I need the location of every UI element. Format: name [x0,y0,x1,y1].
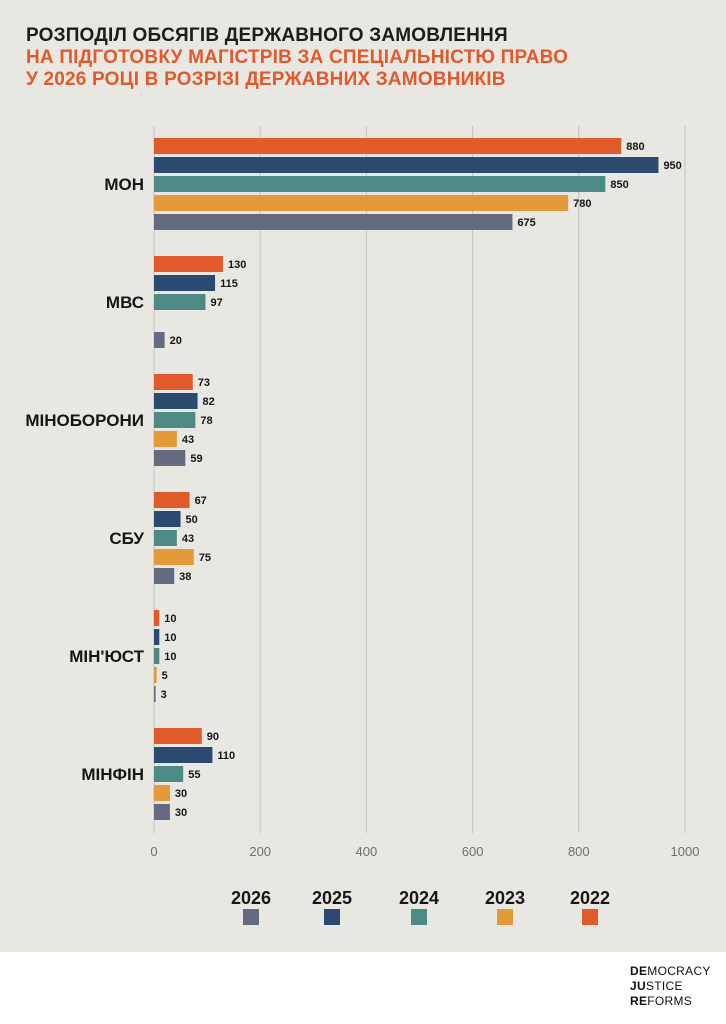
bar [154,393,198,409]
bar-chart: 0 200 400 600 800 1000МОН880950850780675МВС13… [25,126,700,925]
bar [154,176,606,192]
bar-value-label: 90 [207,731,219,743]
bar-value-label: 880 [626,141,644,153]
x-tick-label: 0 [150,844,157,859]
bar-value-label: 850 [610,179,628,191]
bar-value-label: 75 [199,552,211,564]
bar [154,374,193,390]
bar [154,511,181,527]
bar [154,195,569,211]
bar-value-label: 55 [188,769,200,781]
bar [154,610,160,626]
bar-value-label: 130 [228,259,246,271]
bar-value-label: 780 [573,198,591,210]
logo-line-2-bold: JU [630,979,646,993]
bar [154,766,184,782]
chart-title-line-3: У 2026 РОЦІ В РОЗРІЗІ ДЕРЖАВНИХ ЗАМОВНИК… [26,69,506,90]
legend-label: 2024 [399,888,439,908]
category-label: МОН [104,175,144,194]
logo-line-3-rest: FORMS [647,994,693,1008]
bar [154,549,194,565]
x-tick-label: 600 [462,844,484,859]
legend-label: 2026 [231,888,271,908]
x-tick-label: 800 [568,844,590,859]
bar [154,530,177,546]
bar [154,431,177,447]
bar-value-label: 10 [164,651,176,663]
bar-value-label: 5 [162,670,168,682]
x-tick-label: 1000 [671,844,700,859]
bar [154,728,202,744]
bar [154,747,213,763]
legend-swatch [582,909,598,925]
legend-swatch [411,909,427,925]
bar-value-label: 110 [217,750,235,762]
logo-line-3-bold: RE [630,994,648,1008]
x-tick-label: 400 [356,844,378,859]
bar-value-label: 50 [186,514,198,526]
bar [154,492,190,508]
chart-title-line-1: РОЗПОДІЛ ОБСЯГІВ ДЕРЖАВНОГО ЗАМОВЛЕННЯ [26,25,508,46]
bar [154,412,196,428]
democracy-justice-reforms-logo: DEMOCRACY JUSTICE REFORMS [630,964,711,1009]
bar-value-label: 43 [182,434,194,446]
bar [154,648,160,664]
category-label: МІН'ЮСТ [69,647,144,666]
bar [154,629,160,645]
bar [154,214,513,230]
bar [154,667,157,683]
bar [154,256,224,272]
bar-value-label: 20 [170,335,182,347]
bar [154,332,165,348]
bar-value-label: 3 [161,689,167,701]
bar-value-label: 115 [220,278,238,290]
legend-label: 2022 [570,888,610,908]
bar-value-label: 43 [182,533,194,545]
chart-title-line-2: НА ПІДГОТОВКУ МАГІСТРІВ ЗА СПЕЦІАЛЬНІСТЮ… [26,47,569,68]
legend-label: 2023 [485,888,525,908]
legend-swatch [497,909,513,925]
bar [154,450,186,466]
bar [154,686,156,702]
bar-value-label: 97 [211,297,223,309]
bar-value-label: 30 [175,788,187,800]
logo-line-1-bold: DE [630,964,648,978]
footer [0,952,726,1024]
logo-line-2-rest: STICE [645,979,683,993]
bar-value-label: 10 [164,632,176,644]
bar [154,294,206,310]
bar [154,804,170,820]
category-label: СБУ [109,529,144,548]
bar-value-label: 59 [190,453,202,465]
logo-line-1-rest: MOCRACY [647,964,711,978]
legend-label: 2025 [312,888,352,908]
bar-value-label: 78 [200,415,212,427]
bar-value-label: 950 [663,160,681,172]
bar-value-label: 38 [179,571,191,583]
category-label: МВС [106,293,144,312]
bar [154,275,216,291]
bar-value-label: 67 [195,495,207,507]
bar-value-label: 10 [164,613,176,625]
bar [154,157,659,173]
bar-value-label: 82 [203,396,215,408]
bar-value-label: 73 [198,377,210,389]
bar [154,568,175,584]
bar-value-label: 30 [175,807,187,819]
category-label: МІНОБОРОНИ [25,411,144,430]
bar [154,785,170,801]
legend-swatch [324,909,340,925]
x-tick-label: 200 [249,844,271,859]
category-label: МІНФІН [81,765,144,784]
bar-value-label: 675 [517,217,535,229]
legend-swatch [243,909,259,925]
bar [154,138,622,154]
